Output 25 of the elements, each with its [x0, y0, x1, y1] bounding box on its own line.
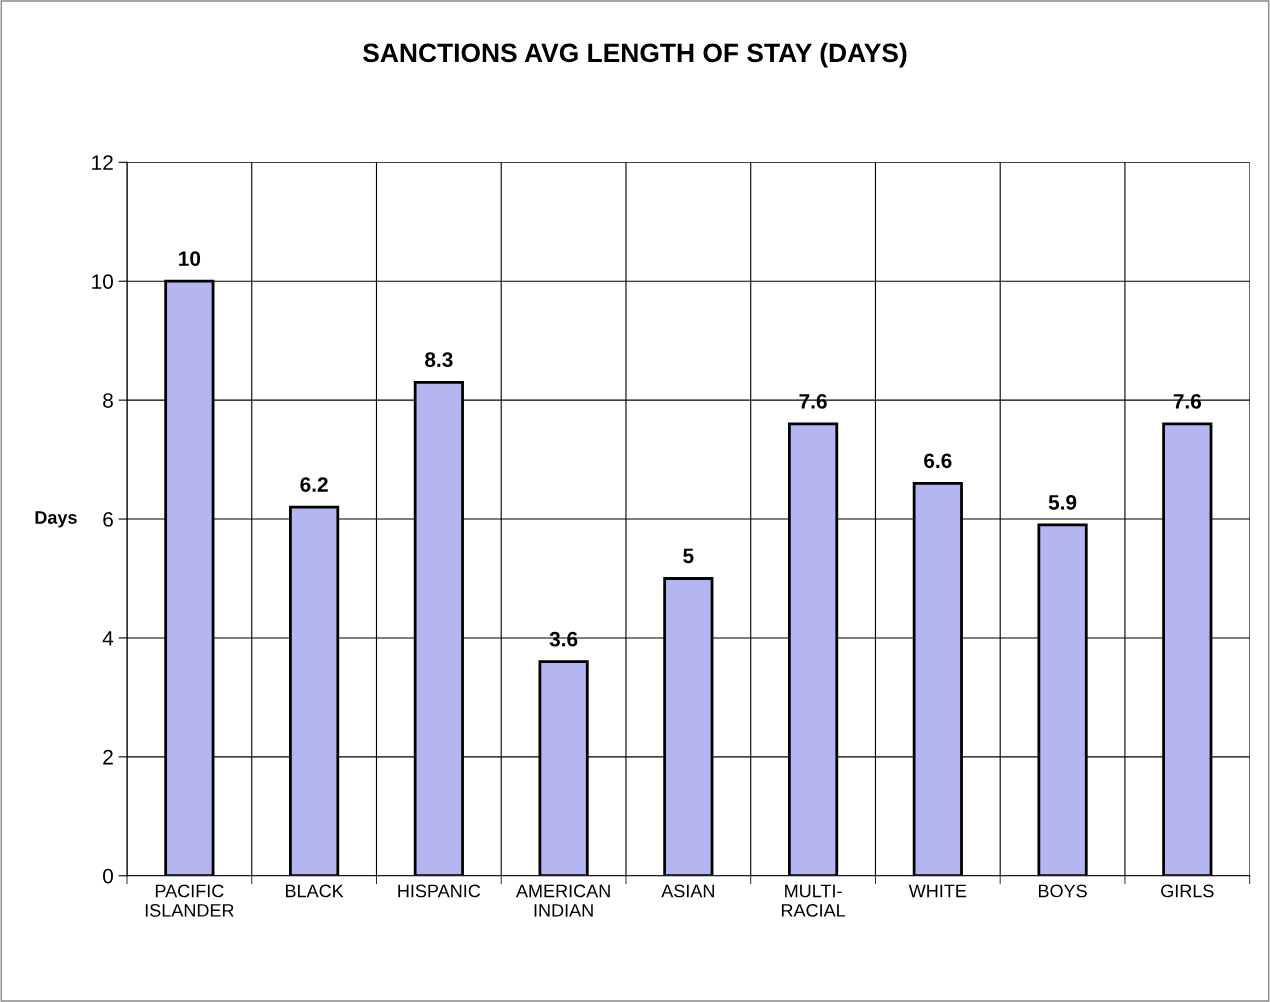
data-label: 5 [683, 548, 694, 564]
x-tick-label: HISPANIC [398, 884, 481, 898]
y-tick-label: 4 [102, 631, 114, 646]
y-axis-title: Days [35, 511, 77, 528]
x-tick-label: AMERICAN INDIAN [515, 884, 610, 917]
chart-title: SANCTIONS AVG LENGTH OF STAY (DAYS) [363, 42, 907, 68]
y-tick-label: 2 [103, 749, 113, 765]
x-tick-label: GIRLS [1161, 884, 1214, 898]
y-tick-label: 6 [103, 512, 113, 527]
x-tick-label: BOYS [1038, 884, 1087, 898]
data-label: 10 [179, 251, 201, 266]
data-label: 6.2 [300, 477, 328, 492]
x-tick-label: PACIFIC ISLANDER [145, 884, 234, 917]
data-label: 8.3 [425, 352, 453, 368]
data-label: 5.9 [1048, 495, 1077, 510]
y-tick-label: 8 [103, 393, 113, 408]
x-tick-label: WHITE [908, 884, 967, 898]
x-tick-label: BLACK [285, 884, 344, 898]
data-label: 3.6 [549, 631, 578, 647]
y-tick-label: 0 [103, 868, 113, 884]
x-tick-label: MULTI- RACIAL [781, 884, 846, 917]
data-label: 6.6 [924, 453, 952, 469]
y-tick-label: 12 [92, 155, 113, 170]
y-tick-label: 10 [92, 274, 113, 289]
x-tick-label: ASIAN [661, 884, 714, 898]
